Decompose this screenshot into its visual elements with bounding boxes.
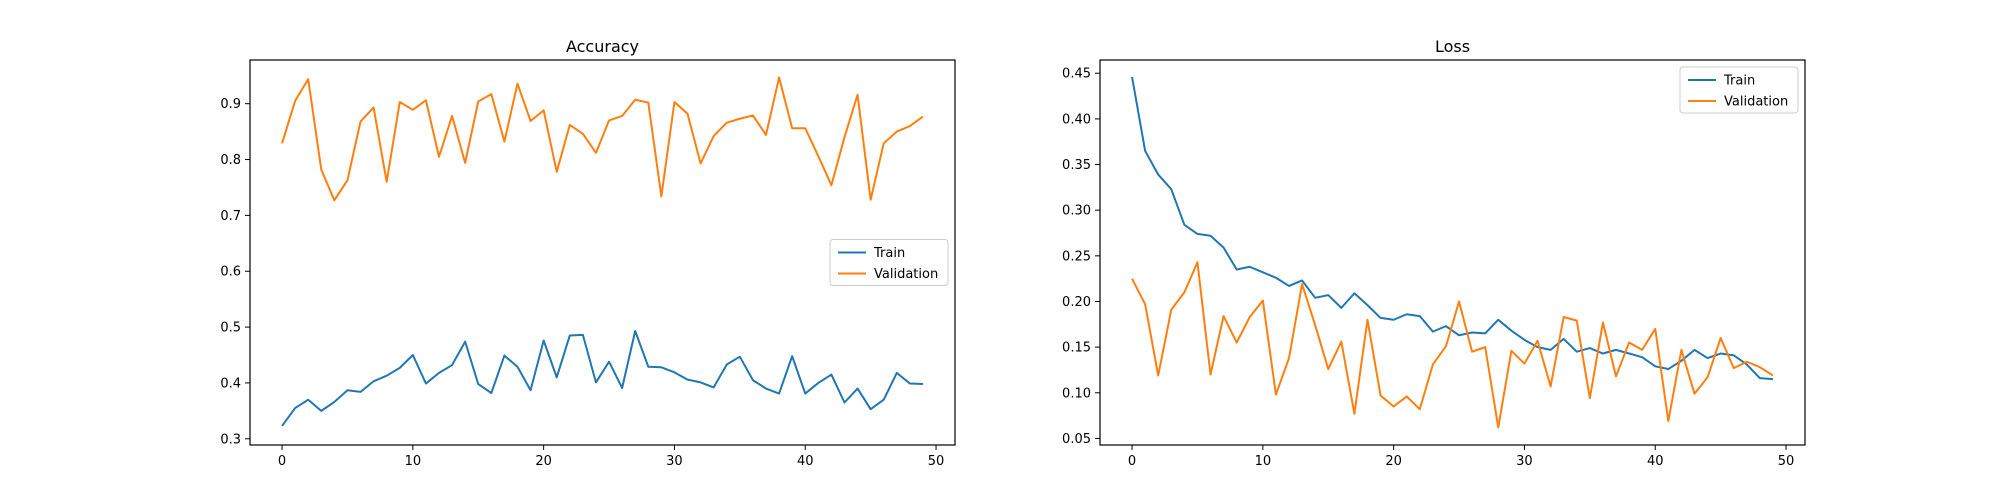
- x-tick-label: 40: [797, 454, 814, 469]
- legend-label-validation: Validation: [1724, 95, 1788, 110]
- legend-label-train: Train: [873, 246, 905, 261]
- x-tick-label: 50: [1778, 454, 1795, 469]
- x-tick-label: 30: [1516, 454, 1533, 469]
- x-tick-label: 40: [1647, 454, 1664, 469]
- x-tick-label: 50: [928, 454, 945, 469]
- series-line-train: [1131, 76, 1774, 381]
- series-group: [1131, 76, 1774, 429]
- y-tick-label: 0.25: [1062, 249, 1091, 264]
- chart-legend: Train Validation: [1679, 66, 1799, 114]
- y-tick-label: 0.20: [1062, 295, 1091, 310]
- y-tick-label: 0.30: [1062, 204, 1091, 219]
- y-tick-label: 0.9: [220, 97, 241, 112]
- y-tick-label: 0.5: [220, 321, 241, 336]
- x-tick-label: 0: [1128, 454, 1136, 469]
- x-tick-label: 10: [1255, 454, 1272, 469]
- y-tick-label: 0.8: [220, 153, 241, 168]
- y-tick-label: 0.3: [220, 432, 241, 447]
- y-tick-label: 0.4: [220, 376, 241, 391]
- y-tick-label: 0.45: [1062, 67, 1091, 82]
- chart-title: Accuracy: [566, 37, 639, 56]
- y-tick-label: 0.15: [1062, 341, 1091, 356]
- series-line-train: [281, 330, 923, 427]
- y-tick-label: 0.40: [1062, 112, 1091, 127]
- y-tick-label: 0.10: [1062, 386, 1091, 401]
- loss-chart: Loss 0 10 20 30 40 50 0.05 0.10 0.15 0.20 0.25 0.30…: [1062, 37, 1806, 469]
- series-group: [281, 76, 924, 427]
- series-line-validation: [281, 76, 924, 202]
- x-tick-label: 10: [405, 454, 422, 469]
- y-tick-label: 0.6: [220, 265, 241, 280]
- legend-label-train: Train: [1723, 74, 1755, 89]
- y-tick-label: 0.35: [1062, 158, 1091, 173]
- y-tick-label: 0.7: [220, 209, 241, 224]
- series-line-validation: [1131, 261, 1774, 429]
- x-tick-label: 20: [535, 454, 552, 469]
- x-tick-label: 20: [1385, 454, 1402, 469]
- x-tick-label: 0: [278, 454, 286, 469]
- accuracy-chart: Accuracy 0 10 20 30 40 50 0.3 0.4 0.5 0.6 0.7 0.8 0.…: [220, 37, 956, 469]
- chart-legend: Train Validation: [829, 239, 949, 286]
- plot-frame: [1099, 59, 1806, 446]
- chart-title: Loss: [1435, 37, 1470, 56]
- plot-frame: [249, 59, 956, 446]
- y-tick-label: 0.05: [1062, 432, 1091, 447]
- legend-label-validation: Validation: [874, 267, 938, 282]
- x-tick-label: 30: [666, 454, 683, 469]
